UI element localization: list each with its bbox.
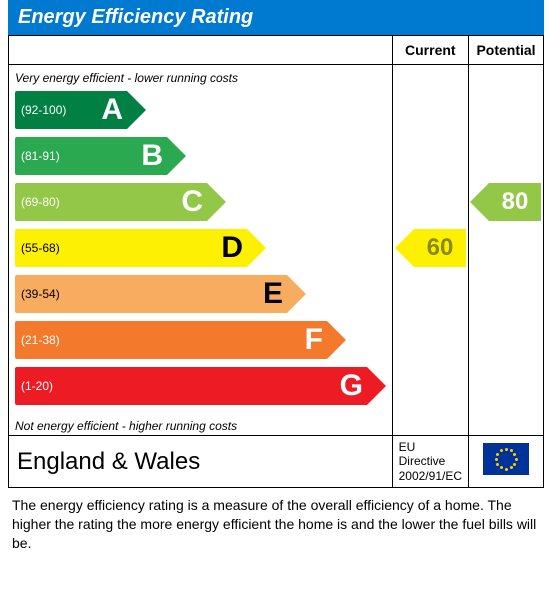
band-row-d: (55-68) D	[15, 225, 386, 271]
arrow-left-icon	[470, 183, 489, 221]
band-b: (81-91) B	[15, 137, 167, 175]
chevron-right-icon	[247, 229, 266, 267]
band-range-f: (21-38)	[15, 333, 60, 347]
band-c: (69-80) C	[15, 183, 207, 221]
top-efficiency-note: Very energy efficient - lower running co…	[9, 65, 392, 87]
band-range-c: (69-80)	[15, 195, 60, 209]
band-letter-f: F	[305, 323, 323, 357]
band-range-b: (81-91)	[15, 149, 60, 163]
band-range-e: (39-54)	[15, 287, 60, 301]
band-range-a: (92-100)	[15, 103, 66, 117]
band-range-g: (1-20)	[15, 379, 53, 393]
chart-row: Very energy efficient - lower running co…	[9, 65, 544, 436]
band-row-b: (81-91) B	[15, 133, 386, 179]
epc-table: Current Potential Very energy efficient …	[8, 35, 544, 488]
caption-text: The energy efficiency rating is a measur…	[8, 488, 544, 557]
arrow-left-icon	[395, 229, 414, 267]
band-letter-g: G	[340, 369, 363, 403]
band-row-c: (69-80) C	[15, 179, 386, 225]
bands-container: (92-100) A (81-91) B (69-80) C (55-68) D (39-54)…	[9, 87, 392, 413]
epc-chart: Energy Efficiency Rating Current Potenti…	[0, 0, 552, 557]
potential-column: 80	[469, 65, 544, 436]
band-g: (1-20) G	[15, 367, 367, 405]
footer-row: England & Wales EU Directive 2002/91/EC	[9, 436, 544, 488]
band-f: (21-38) F	[15, 321, 327, 359]
band-row-e: (39-54) E	[15, 271, 386, 317]
header-blank	[9, 36, 393, 65]
directive-line-2: 2002/91/EC	[399, 469, 462, 483]
current-value: 60	[427, 234, 454, 262]
potential-pointer: 80	[489, 183, 541, 221]
chevron-right-icon	[167, 137, 186, 175]
eu-flag-icon	[483, 443, 529, 475]
flag-cell	[469, 436, 544, 488]
potential-value: 80	[502, 188, 529, 216]
band-letter-e: E	[263, 277, 283, 311]
band-row-a: (92-100) A	[15, 87, 386, 133]
header-current: Current	[392, 36, 468, 65]
current-column: 60	[392, 65, 468, 436]
bottom-efficiency-note: Not energy efficient - higher running co…	[9, 413, 392, 435]
band-row-f: (21-38) F	[15, 317, 386, 363]
band-d: (55-68) D	[15, 229, 247, 267]
chevron-right-icon	[287, 275, 306, 313]
band-letter-d: D	[221, 231, 243, 265]
header-row: Current Potential	[9, 36, 544, 65]
current-pointer: 60	[414, 229, 466, 267]
title-bar: Energy Efficiency Rating	[8, 0, 544, 35]
band-letter-a: A	[101, 93, 123, 127]
band-row-g: (1-20) G	[15, 363, 386, 409]
band-e: (39-54) E	[15, 275, 287, 313]
chevron-right-icon	[367, 367, 386, 405]
band-letter-c: C	[181, 185, 203, 219]
chevron-right-icon	[327, 321, 346, 359]
bands-cell: Very energy efficient - lower running co…	[9, 65, 393, 436]
band-a: (92-100) A	[15, 91, 127, 129]
region-label: England & Wales	[9, 436, 393, 488]
chevron-right-icon	[127, 91, 146, 129]
directive-cell: EU Directive 2002/91/EC	[392, 436, 468, 488]
directive-line-1: EU Directive	[399, 440, 462, 469]
band-letter-b: B	[141, 139, 163, 173]
band-range-d: (55-68)	[15, 241, 60, 255]
header-potential: Potential	[469, 36, 544, 65]
chevron-right-icon	[207, 183, 226, 221]
